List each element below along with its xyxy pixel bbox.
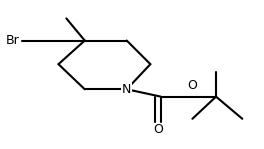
- Text: O: O: [187, 79, 197, 92]
- Text: O: O: [153, 123, 163, 136]
- Text: N: N: [122, 83, 131, 96]
- Text: Br: Br: [5, 34, 19, 47]
